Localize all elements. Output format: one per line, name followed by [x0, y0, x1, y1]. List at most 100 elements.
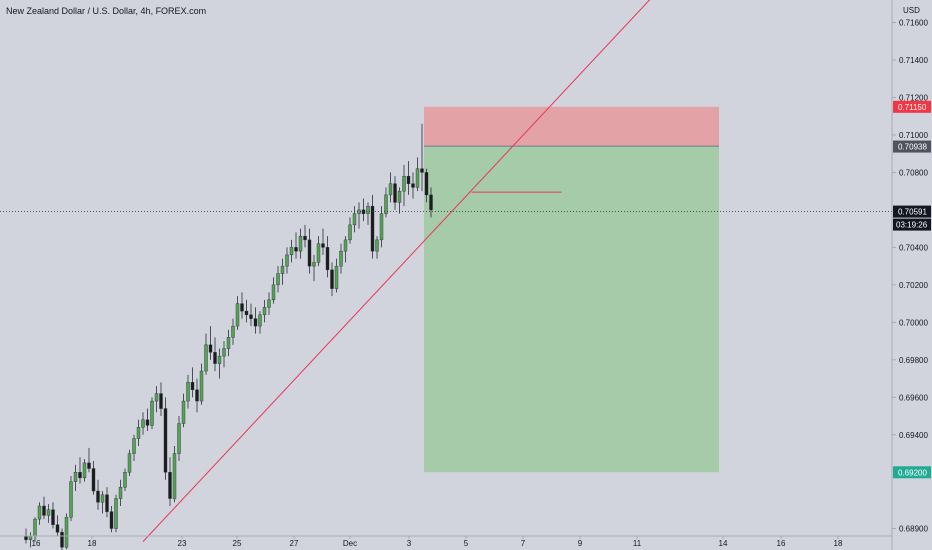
candle: [168, 457, 172, 507]
target-price-tag-text: 0.69200: [898, 468, 927, 477]
candle: [343, 236, 348, 263]
candle: [366, 202, 370, 225]
candle-body: [370, 205, 375, 252]
candle-body: [159, 393, 163, 409]
candle: [249, 303, 253, 327]
candle: [312, 254, 316, 282]
candle-body: [289, 247, 294, 256]
candle-body: [384, 194, 388, 214]
currency-label: USD: [903, 6, 920, 15]
candle-body: [123, 472, 127, 488]
candle-body: [100, 494, 105, 503]
candle: [55, 515, 60, 536]
candle: [123, 468, 127, 492]
y-tick-label: 0.70200: [899, 281, 928, 290]
candle-body: [73, 472, 78, 482]
candle-body: [420, 168, 424, 173]
candle-body: [168, 472, 172, 499]
candle-body: [339, 250, 343, 267]
candle-body: [262, 307, 267, 316]
candle: [136, 419, 141, 447]
candle-body: [82, 462, 87, 479]
candle: [285, 247, 289, 274]
candle-body: [415, 168, 420, 188]
countdown-tag: 03:19:26: [893, 218, 931, 231]
candle-body: [91, 468, 96, 492]
candle: [91, 461, 96, 495]
candle-body: [379, 213, 384, 241]
candle-body: [96, 490, 100, 503]
y-tick-label: 0.70800: [899, 168, 928, 177]
candle-body: [280, 265, 285, 274]
candle: [231, 318, 235, 345]
candle-body: [231, 325, 235, 338]
candle-body: [186, 382, 190, 402]
candle-body: [397, 190, 402, 203]
y-tick-label: 0.71200: [899, 93, 928, 102]
x-tick-label: 18: [88, 539, 97, 548]
y-tick-label: 0.69800: [899, 356, 928, 365]
candle: [195, 378, 199, 413]
candle-body: [55, 524, 60, 533]
candle: [411, 172, 415, 199]
trendline[interactable]: [142, 0, 674, 542]
candle: [379, 206, 384, 248]
time-axis: 16 18 23 25 27 Dec 3 5 7 9 11 14 16 18: [32, 536, 843, 548]
candle-body: [348, 224, 352, 241]
candle-body: [244, 310, 249, 316]
candle: [42, 496, 46, 520]
x-tick-label: 16: [777, 539, 786, 548]
candle: [127, 449, 132, 477]
y-tick-label: 0.71600: [899, 18, 928, 27]
candle: [150, 397, 154, 430]
candle-body: [235, 303, 240, 327]
position-zones: [424, 106, 719, 473]
candle: [339, 243, 343, 274]
candle: [159, 382, 163, 417]
x-tick-label: 14: [719, 539, 728, 548]
candle-body: [352, 213, 357, 226]
candle: [415, 157, 420, 192]
candle-body: [321, 243, 325, 248]
candle-body: [213, 352, 217, 364]
candle-body: [258, 314, 262, 327]
candle-body: [316, 243, 321, 263]
take-profit-zone[interactable]: [424, 146, 719, 473]
candle: [222, 341, 226, 368]
candle: [303, 224, 307, 248]
candle-body: [406, 175, 411, 184]
y-tick-label: 0.69400: [899, 431, 928, 440]
x-tick-label: 11: [633, 539, 642, 548]
y-tick-label: 0.69600: [899, 393, 928, 402]
candle: [420, 123, 424, 192]
candle-body: [105, 494, 109, 512]
chart-title: New Zealand Dollar / U.S. Dollar, 4h, FO…: [6, 6, 206, 16]
candle-body: [366, 205, 370, 214]
candle: [348, 217, 352, 244]
candle: [96, 479, 100, 510]
candle-body: [51, 509, 55, 525]
current-price-tag-bg: [893, 205, 931, 218]
candle-body: [24, 535, 28, 540]
candle: [267, 292, 271, 315]
candle-body: [33, 518, 37, 537]
candle: [87, 447, 91, 473]
candle: [280, 258, 285, 285]
candle: [262, 299, 267, 323]
x-tick-label: 9: [578, 539, 583, 548]
candle: [334, 258, 339, 293]
candle: [172, 446, 177, 503]
candle: [51, 502, 55, 529]
candle: [78, 457, 82, 484]
candle: [330, 262, 334, 297]
x-tick-label: 16: [32, 539, 41, 548]
candle: [307, 228, 312, 274]
candles: [24, 123, 433, 550]
candle-body: [253, 318, 258, 327]
entry-price-tag-text: 0.70938: [898, 143, 927, 152]
stop-loss-zone[interactable]: [424, 106, 719, 147]
candle-body: [60, 532, 64, 548]
candle: [154, 386, 159, 413]
